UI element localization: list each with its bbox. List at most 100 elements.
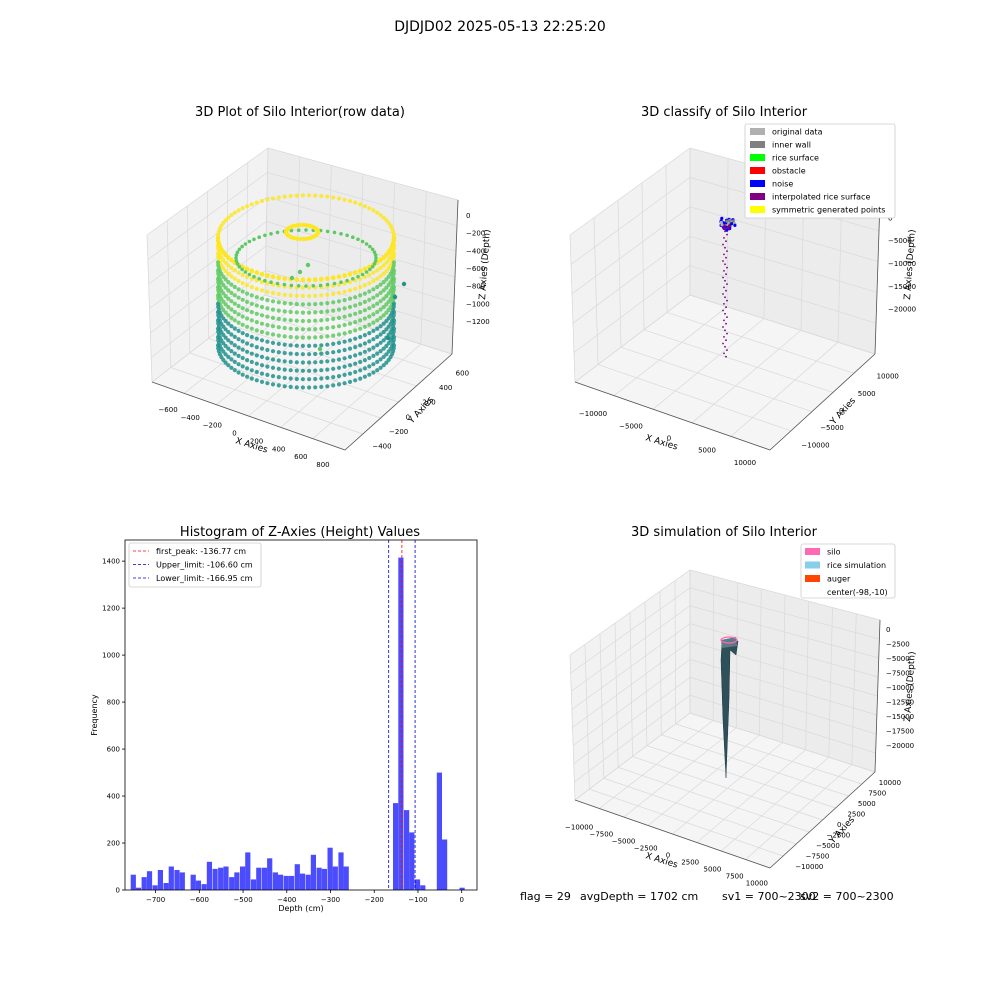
legend-label: Upper_limit: -106.60 cm bbox=[156, 561, 253, 570]
point bbox=[216, 304, 221, 309]
point bbox=[288, 293, 293, 298]
point bbox=[240, 364, 245, 369]
point bbox=[245, 341, 250, 346]
point bbox=[381, 338, 386, 343]
histogram-x-label: Depth (cm) bbox=[278, 904, 323, 913]
point bbox=[307, 318, 312, 324]
point bbox=[384, 343, 389, 349]
point bbox=[265, 356, 270, 361]
point bbox=[282, 301, 287, 306]
point bbox=[276, 366, 281, 371]
point bbox=[245, 204, 250, 209]
point bbox=[378, 332, 383, 337]
point bbox=[282, 309, 287, 314]
point bbox=[265, 331, 270, 336]
point bbox=[325, 194, 330, 199]
histogram-bar bbox=[245, 852, 251, 890]
classify-3d-z-label: Z Axies (Depth) bbox=[903, 229, 918, 300]
point bbox=[226, 296, 231, 301]
classify-3d-y-label: Y Axies bbox=[828, 396, 858, 428]
point bbox=[371, 337, 376, 342]
point bbox=[229, 357, 234, 362]
classify-3d-y-ticks: −10000 −5000 0 5000 10000 bbox=[801, 373, 898, 450]
z-tick-label: −12500 bbox=[886, 698, 914, 706]
axis-line bbox=[874, 619, 881, 773]
point bbox=[330, 275, 336, 281]
point bbox=[245, 291, 250, 296]
point bbox=[282, 282, 287, 287]
point bbox=[726, 250, 728, 253]
point bbox=[367, 347, 372, 352]
point bbox=[375, 351, 380, 356]
point bbox=[332, 230, 337, 235]
simulation-3d-z-label: Z Axies (Depth) bbox=[903, 651, 918, 722]
point bbox=[289, 275, 295, 281]
grid-line bbox=[597, 364, 792, 432]
point bbox=[288, 351, 293, 356]
classify-3d-title: 3D classify of Silo Interior bbox=[641, 105, 808, 120]
point bbox=[270, 307, 276, 312]
point bbox=[254, 361, 259, 366]
histogram-legend: first_peak: -136.77 cm Upper_limit: -106.… bbox=[128, 542, 262, 588]
point bbox=[307, 193, 312, 198]
point bbox=[313, 193, 318, 198]
point bbox=[347, 338, 353, 343]
histogram-bars bbox=[130, 557, 465, 890]
y-tick-label: 0 bbox=[837, 821, 841, 829]
point bbox=[374, 256, 378, 260]
point bbox=[353, 286, 358, 291]
point bbox=[215, 343, 221, 348]
point bbox=[336, 290, 342, 296]
point bbox=[319, 301, 324, 306]
point bbox=[313, 293, 318, 298]
z-tick-label: −5000 bbox=[888, 237, 912, 245]
point bbox=[378, 282, 383, 287]
point bbox=[245, 333, 250, 338]
point bbox=[724, 312, 726, 315]
point bbox=[294, 302, 299, 307]
point bbox=[358, 285, 363, 290]
x-tick-label: 0 bbox=[666, 852, 670, 860]
point bbox=[358, 202, 363, 207]
point bbox=[270, 365, 276, 370]
point bbox=[249, 326, 254, 331]
point bbox=[381, 363, 386, 368]
point bbox=[229, 307, 234, 312]
simulation-3d-x-label: X Axies bbox=[644, 851, 679, 870]
point bbox=[722, 243, 724, 246]
point bbox=[325, 309, 330, 314]
raw-3d-x-ticks: −600 −400−200 0 200 400 600 800 bbox=[158, 406, 329, 469]
point bbox=[723, 286, 725, 289]
grid-line bbox=[569, 234, 576, 383]
legend-label: center(-98,-10) bbox=[827, 588, 888, 597]
point bbox=[723, 303, 725, 305]
point bbox=[342, 281, 347, 286]
histogram-bar bbox=[152, 885, 158, 890]
point bbox=[319, 343, 324, 348]
point bbox=[226, 271, 231, 276]
axis-line bbox=[769, 771, 876, 869]
legend-swatch bbox=[750, 167, 765, 174]
point bbox=[300, 310, 305, 315]
point bbox=[362, 316, 367, 321]
point bbox=[384, 318, 389, 324]
point bbox=[245, 366, 250, 371]
axis-line bbox=[574, 799, 771, 869]
point bbox=[288, 301, 293, 306]
point bbox=[298, 236, 303, 242]
point bbox=[367, 355, 372, 361]
point bbox=[347, 280, 353, 285]
point bbox=[724, 345, 726, 348]
point bbox=[259, 338, 265, 343]
simulation-3d-surface bbox=[720, 636, 739, 779]
point bbox=[331, 350, 336, 355]
point bbox=[384, 277, 389, 282]
y-tick-label: −2500 bbox=[827, 831, 851, 839]
legend-swatch bbox=[750, 180, 765, 187]
point bbox=[371, 208, 376, 213]
point bbox=[325, 317, 330, 322]
point bbox=[351, 235, 355, 239]
point bbox=[300, 285, 305, 290]
